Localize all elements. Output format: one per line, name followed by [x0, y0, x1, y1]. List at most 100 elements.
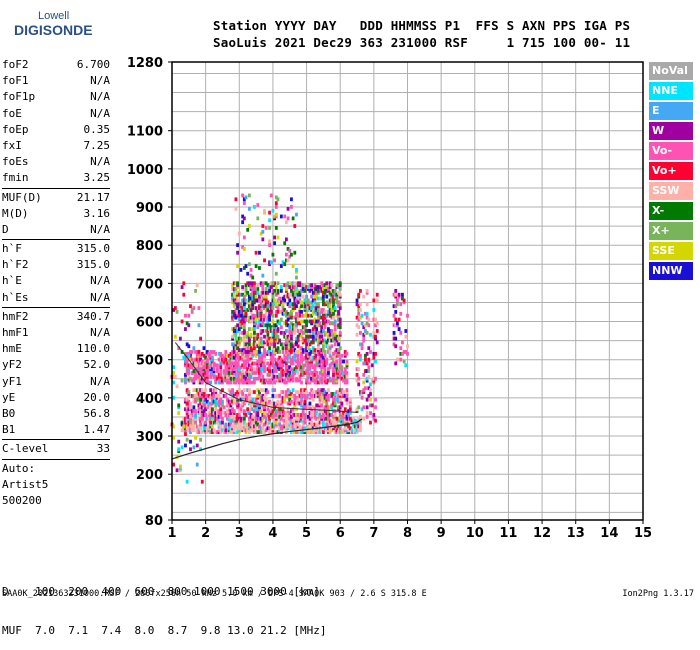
echo-point — [401, 340, 404, 345]
echo-point — [273, 216, 277, 221]
echo-point — [321, 298, 325, 303]
echo-point — [369, 411, 372, 415]
echo-point — [232, 327, 236, 331]
echo-point — [308, 416, 312, 421]
echo-point — [229, 376, 233, 381]
echo-point — [308, 306, 312, 310]
echo-point — [364, 323, 367, 328]
echo-point — [315, 294, 319, 299]
echo-point — [328, 281, 332, 286]
echo-point — [283, 422, 287, 427]
echo-point — [333, 327, 337, 331]
echo-point — [263, 411, 266, 415]
echo-point — [300, 319, 303, 324]
echo-point — [295, 313, 298, 318]
echo-point — [268, 336, 271, 341]
echo-point — [290, 420, 293, 425]
y-tick-label: 800 — [136, 239, 163, 254]
echo-point — [283, 418, 287, 423]
echo-point — [278, 428, 282, 433]
echo-point — [258, 294, 261, 299]
echo-point — [246, 227, 250, 232]
echo-point — [327, 329, 330, 333]
echo-point — [372, 298, 376, 303]
echo-point — [310, 430, 314, 435]
echo-point — [301, 325, 305, 330]
echo-point — [293, 300, 297, 305]
echo-point — [246, 346, 250, 351]
echo-point — [239, 302, 243, 307]
echo-point — [237, 413, 241, 417]
param-name: yF2 — [2, 358, 22, 372]
echo-point — [286, 388, 290, 393]
echo-point — [355, 424, 359, 429]
echo-point — [308, 367, 312, 372]
echo-point — [197, 353, 201, 358]
echo-point — [291, 357, 295, 362]
echo-point — [263, 210, 266, 215]
echo-point — [207, 351, 211, 356]
echo-point — [372, 416, 376, 421]
echo-point — [236, 363, 240, 368]
echo-point — [306, 403, 310, 408]
polarization-legend: NoVal NNE E W Vo- Vo+ SSW X- X+ SSE NNW — [649, 62, 693, 282]
echo-point — [251, 371, 255, 375]
echo-point — [343, 371, 347, 375]
echo-point — [347, 430, 351, 435]
echo-point — [367, 346, 371, 351]
echo-point — [320, 329, 324, 333]
echo-point — [286, 424, 290, 429]
echo-point — [365, 290, 369, 295]
echo-point — [172, 371, 176, 375]
echo-point — [321, 287, 325, 291]
echo-point — [261, 374, 265, 379]
echo-point — [258, 306, 261, 310]
echo-point — [306, 313, 310, 318]
echo-point — [298, 332, 302, 337]
echo-point — [316, 342, 320, 347]
echo-point — [237, 340, 241, 345]
echo-point — [298, 296, 302, 301]
echo-point — [221, 428, 224, 433]
echo-point — [281, 302, 285, 307]
echo-point — [271, 369, 275, 373]
echo-point — [291, 329, 295, 333]
echo-point — [338, 346, 342, 351]
echo-point — [318, 361, 322, 366]
echo-point — [321, 359, 325, 364]
echo-point — [278, 355, 282, 360]
echo-point — [229, 351, 233, 356]
echo-point — [234, 302, 238, 307]
echo-point — [253, 287, 256, 291]
echo-point — [396, 302, 399, 307]
echo-point — [328, 313, 332, 318]
echo-point — [271, 388, 275, 393]
echo-point — [283, 424, 287, 429]
echo-point — [256, 290, 260, 295]
echo-point — [333, 393, 337, 398]
echo-point — [253, 409, 256, 414]
echo-point — [303, 416, 307, 421]
echo-point — [184, 399, 187, 404]
echo-point — [234, 315, 238, 320]
echo-point — [367, 386, 371, 391]
echo-point — [300, 300, 303, 305]
echo-point — [226, 363, 229, 368]
echo-point — [323, 315, 327, 320]
echo-point — [290, 205, 293, 209]
param-value: 33 — [96, 442, 110, 456]
echo-point — [221, 378, 224, 383]
legend-entry-vominus: Vo- — [649, 142, 693, 160]
echo-point — [276, 306, 280, 310]
echo-point — [251, 424, 255, 429]
echo-point — [234, 296, 238, 301]
echo-point — [271, 334, 275, 339]
echo-point — [236, 264, 240, 268]
echo-point — [300, 426, 303, 431]
echo-point — [274, 205, 278, 209]
echo-point — [241, 214, 245, 219]
echo-point — [315, 371, 319, 375]
echo-point — [199, 447, 202, 452]
echo-point — [256, 309, 260, 314]
header-labels: Station YYYY DAY DDD HHMMSS P1 FFS S AXN… — [213, 18, 631, 33]
